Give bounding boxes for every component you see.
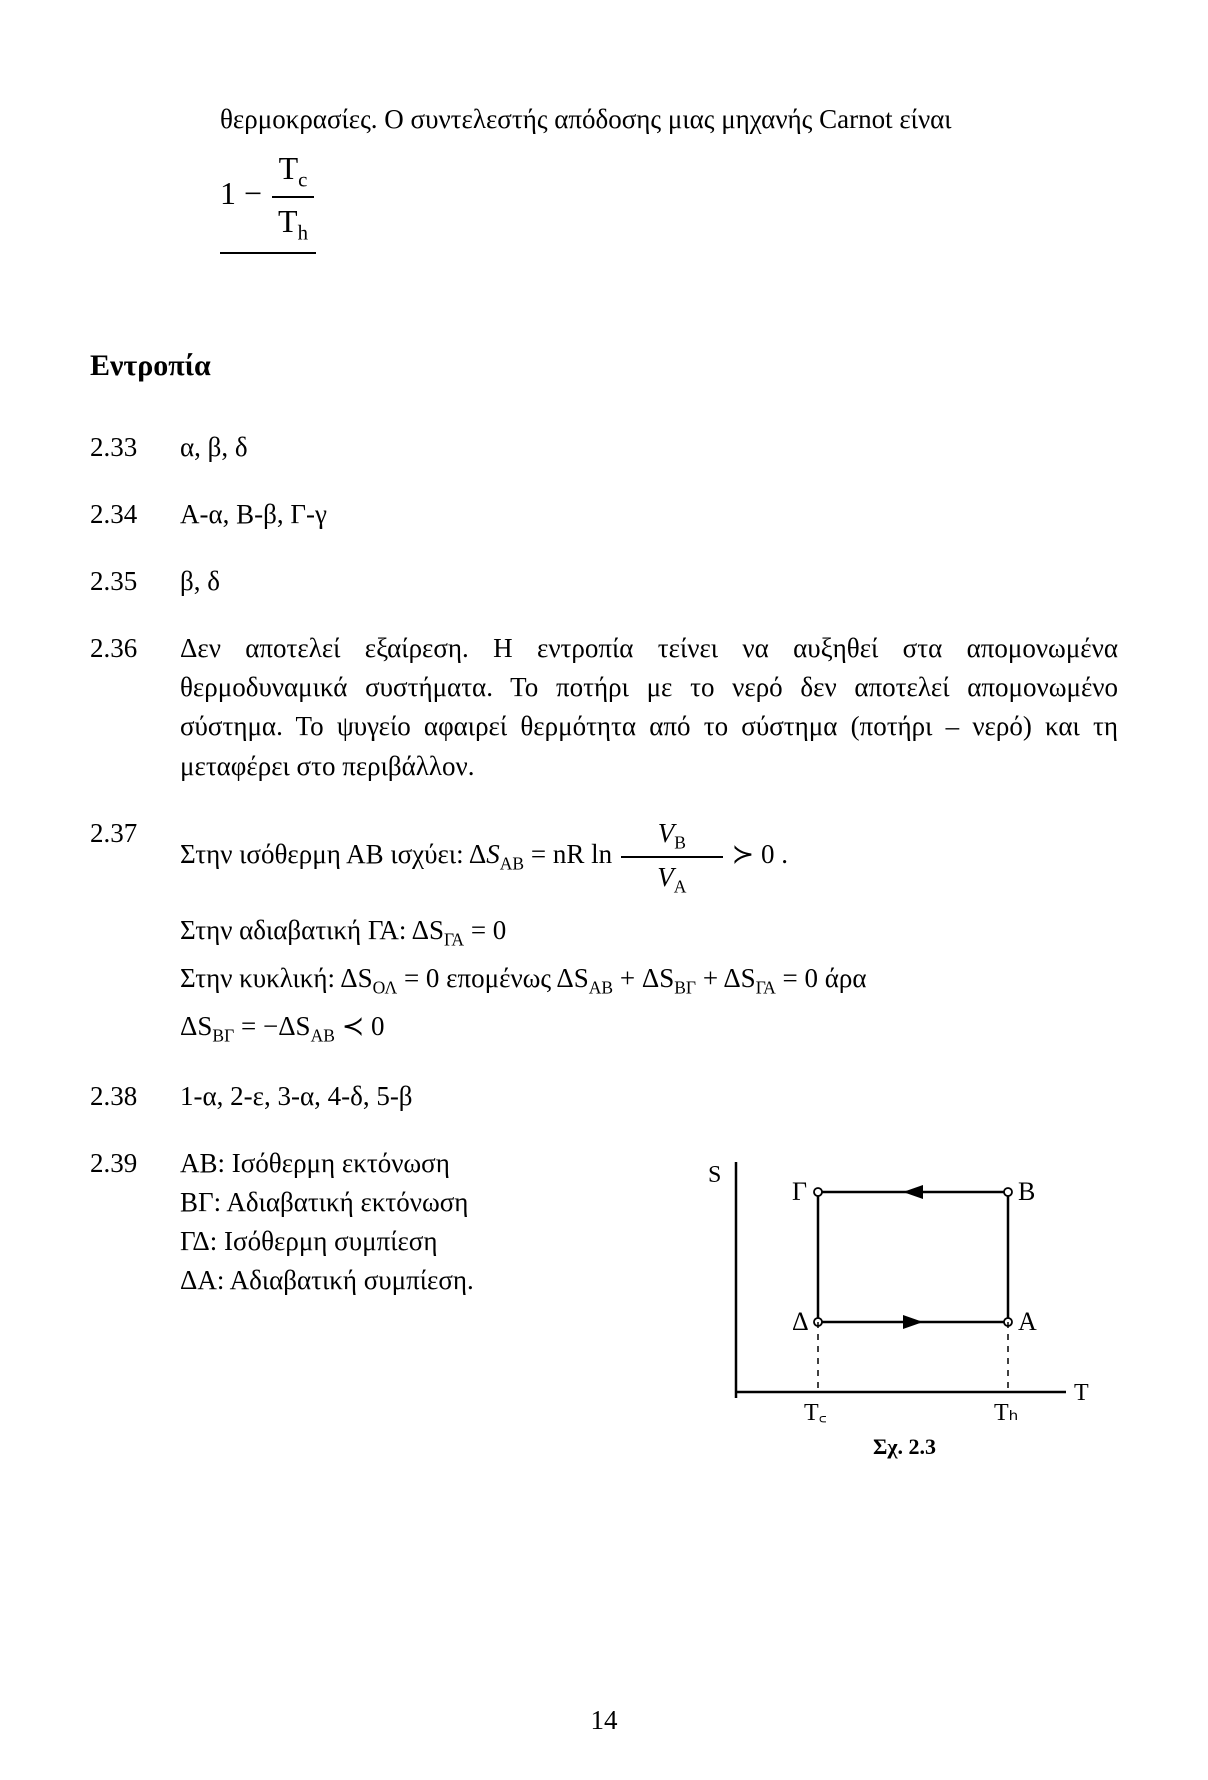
item-2-37: 2.37 Στην ισόθερμη ΑΒ ισχύει: ΔSAB = nR …	[90, 814, 1118, 1049]
item-text: Δεν αποτελεί εξαίρεση. Η εντροπία τείνει…	[180, 629, 1118, 786]
item-answer: α, β, δ	[180, 428, 1118, 467]
item-number: 2.34	[90, 495, 180, 534]
svg-text:S: S	[708, 1162, 721, 1188]
svg-text:Σχ. 2.3: Σχ. 2.3	[873, 1434, 936, 1459]
one-minus: 1 −	[220, 175, 262, 211]
line-cyclic: Στην κυκλική: ΔSΟΛ = 0 επομένως ΔSAB + Δ…	[180, 959, 1118, 1001]
item-number: 2.35	[90, 562, 180, 601]
carnot-efficiency-expression: 1 − Tc Th	[220, 145, 316, 254]
svg-text:Γ: Γ	[792, 1177, 807, 1206]
fraction-denominator: Th	[272, 198, 314, 249]
page-number: 14	[591, 1701, 618, 1740]
svg-text:B: B	[1018, 1177, 1035, 1206]
fraction-numerator: Tc	[272, 145, 314, 198]
svg-text:Δ: Δ	[792, 1307, 809, 1336]
item-number: 2.36	[90, 629, 180, 668]
item-2-39: 2.39 ΑΒ: Ισόθερμη εκτόνωση ΒΓ: Αδιαβατικ…	[90, 1144, 1118, 1301]
item-2-34: 2.34 Α-α, Β-β, Γ-γ	[90, 495, 1118, 534]
svg-text:Tₕ: Tₕ	[994, 1400, 1018, 1426]
st-diagram-svg: S T Γ B Δ A T꜀ Tₕ Σχ. 2.3	[688, 1132, 1108, 1472]
item-number: 2.39	[90, 1144, 180, 1183]
item-answer: β, δ	[180, 562, 1118, 601]
item-number: 2.33	[90, 428, 180, 467]
item-2-33: 2.33 α, β, δ	[90, 428, 1118, 467]
item-2-38: 2.38 1-α, 2-ε, 3-α, 4-δ, 5-β	[90, 1077, 1118, 1116]
svg-text:A: A	[1018, 1307, 1037, 1336]
fraction-vb-va: VB VA	[621, 814, 723, 900]
fraction-tc-th: Tc Th	[272, 145, 314, 248]
line-adiabatic-ga: Στην αδιαβατική ΓΑ: ΔSΓΑ = 0	[180, 911, 1118, 953]
section-heading-entropy: Εντροπία	[90, 344, 1118, 388]
intro-paragraph: θερμοκρασίες. Ο συντελεστής απόδοσης μια…	[220, 100, 1118, 139]
line-isothermal-ab: Στην ισόθερμη ΑΒ ισχύει: ΔSAB = nR ln VB…	[180, 814, 1118, 900]
svg-text:T꜀: T꜀	[804, 1400, 827, 1426]
intro-text: θερμοκρασίες. Ο συντελεστής απόδοσης μια…	[220, 104, 952, 134]
item-answer: Α-α, Β-β, Γ-γ	[180, 495, 1118, 534]
st-diagram: S T Γ B Δ A T꜀ Tₕ Σχ. 2.3	[688, 1132, 1108, 1483]
item-2-35: 2.35 β, δ	[90, 562, 1118, 601]
item-2-36: 2.36 Δεν αποτελεί εξαίρεση. Η εντροπία τ…	[90, 629, 1118, 786]
svg-text:T: T	[1074, 1380, 1089, 1406]
item-body: Στην ισόθερμη ΑΒ ισχύει: ΔSAB = nR ln VB…	[180, 814, 1118, 1049]
item-number: 2.38	[90, 1077, 180, 1116]
item-number: 2.37	[90, 814, 180, 853]
item-answer: 1-α, 2-ε, 3-α, 4-δ, 5-β	[180, 1077, 1118, 1116]
line-ds-bg: ΔSΒΓ = −ΔSAB ≺ 0	[180, 1007, 1118, 1049]
